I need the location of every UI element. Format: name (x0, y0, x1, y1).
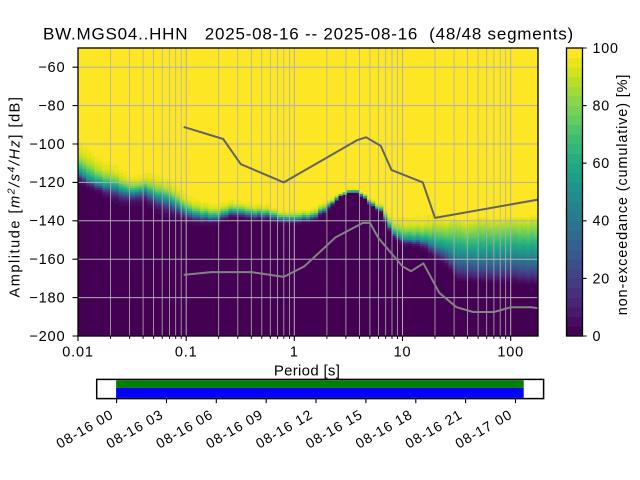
svg-text:0: 0 (593, 329, 602, 345)
svg-text:0.1: 0.1 (175, 345, 198, 361)
svg-text:0.01: 0.01 (62, 345, 93, 361)
svg-text:−80: −80 (38, 99, 65, 115)
svg-text:100: 100 (497, 345, 524, 361)
svg-text:−100: −100 (29, 137, 65, 153)
svg-text:60: 60 (593, 156, 611, 172)
svg-text:BW.MGS04..HHN 2025-08-16 --: BW.MGS04..HHN 2025-08-16 -- 2025-08-16 (… (43, 25, 574, 44)
svg-text:non-exceedance (cumulative) [%: non-exceedance (cumulative) [%] (615, 74, 631, 316)
svg-text:−200: −200 (29, 329, 65, 345)
svg-text:40: 40 (593, 214, 611, 230)
svg-text:−160: −160 (29, 252, 65, 268)
svg-text:−60: −60 (38, 60, 65, 76)
svg-text:100: 100 (593, 41, 619, 57)
svg-text:1: 1 (290, 345, 299, 361)
svg-text:Amplitude [m2/s4/Hz] [dB]: Amplitude [m2/s4/Hz] [dB] (6, 96, 24, 298)
svg-text:20: 20 (593, 271, 611, 287)
svg-text:−120: −120 (29, 175, 65, 191)
svg-text:−140: −140 (29, 214, 65, 230)
svg-text:−180: −180 (29, 291, 65, 307)
svg-text:80: 80 (593, 99, 611, 115)
svg-text:10: 10 (394, 345, 412, 361)
svg-text:Period [s]: Period [s] (274, 363, 340, 380)
